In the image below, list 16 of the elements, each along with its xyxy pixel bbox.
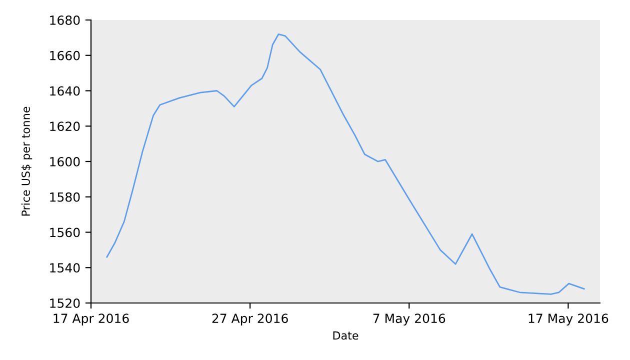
y-tick-label: 1600	[50, 156, 80, 166]
x-tick-label: 17 Apr 2016	[54, 314, 129, 326]
x-tick-label: 27 Apr 2016	[212, 314, 288, 326]
line-series	[106, 33, 585, 295]
y-axis-title: Price US$ per tonne	[21, 106, 32, 216]
y-tick-label: 1560	[50, 228, 80, 238]
x-tick-label: 7 May 2016	[373, 314, 446, 326]
y-tick-label: 1580	[50, 192, 80, 202]
y-tick-label: 1620	[50, 122, 80, 132]
x-axis-title: Date	[333, 331, 358, 340]
y-tick-label: 1640	[50, 86, 80, 96]
y-tick-label: 1660	[50, 50, 80, 60]
y-tick-label: 1540	[50, 263, 80, 273]
x-tick-label: 17 May 2016	[528, 314, 608, 326]
y-tick-label: 1520	[50, 298, 80, 308]
y-tick-label: 1680	[50, 15, 80, 25]
